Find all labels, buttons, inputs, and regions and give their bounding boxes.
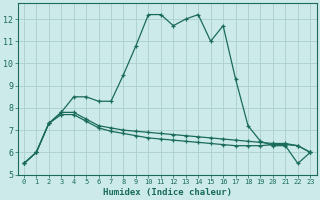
X-axis label: Humidex (Indice chaleur): Humidex (Indice chaleur) <box>103 188 232 197</box>
